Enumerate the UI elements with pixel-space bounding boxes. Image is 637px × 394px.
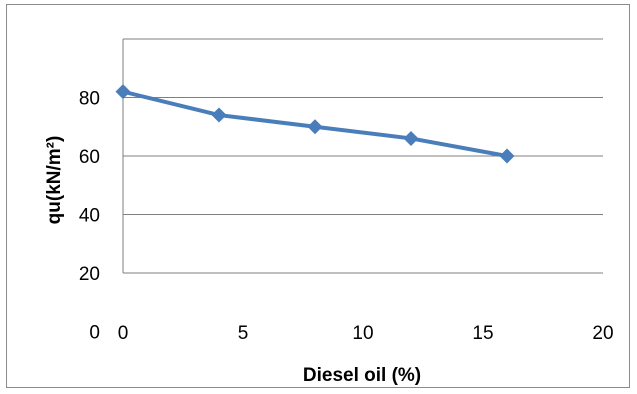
series-group: [115, 84, 515, 164]
axes: [122, 39, 603, 274]
x-tick-label: 5: [238, 323, 249, 344]
data-point-marker: [403, 130, 419, 146]
gridlines: [123, 38, 603, 215]
data-point-marker: [307, 119, 323, 135]
chart-frame: [6, 4, 630, 388]
data-point-marker: [211, 107, 227, 123]
x-tick-labels: 0 5 10 15 20: [118, 323, 614, 344]
x-tick-label: 20: [592, 323, 613, 344]
y-tick-labels: 0 20 40 60 80: [79, 89, 100, 344]
x-tick-label: 10: [352, 323, 373, 344]
y-tick-label: 40: [79, 206, 100, 227]
x-axis-label: Diesel oil (%): [303, 365, 421, 386]
y-axis-label: qu(kN/m²): [44, 136, 65, 225]
data-point-marker: [115, 84, 131, 100]
y-tick-label: 20: [79, 264, 100, 285]
y-tick-label: 60: [79, 147, 100, 168]
x-tick-label: 0: [118, 323, 129, 344]
y-tick-label: 0: [89, 323, 100, 344]
y-tick-label: 80: [79, 89, 100, 110]
x-tick-label: 15: [472, 323, 493, 344]
data-point-marker: [499, 148, 515, 164]
